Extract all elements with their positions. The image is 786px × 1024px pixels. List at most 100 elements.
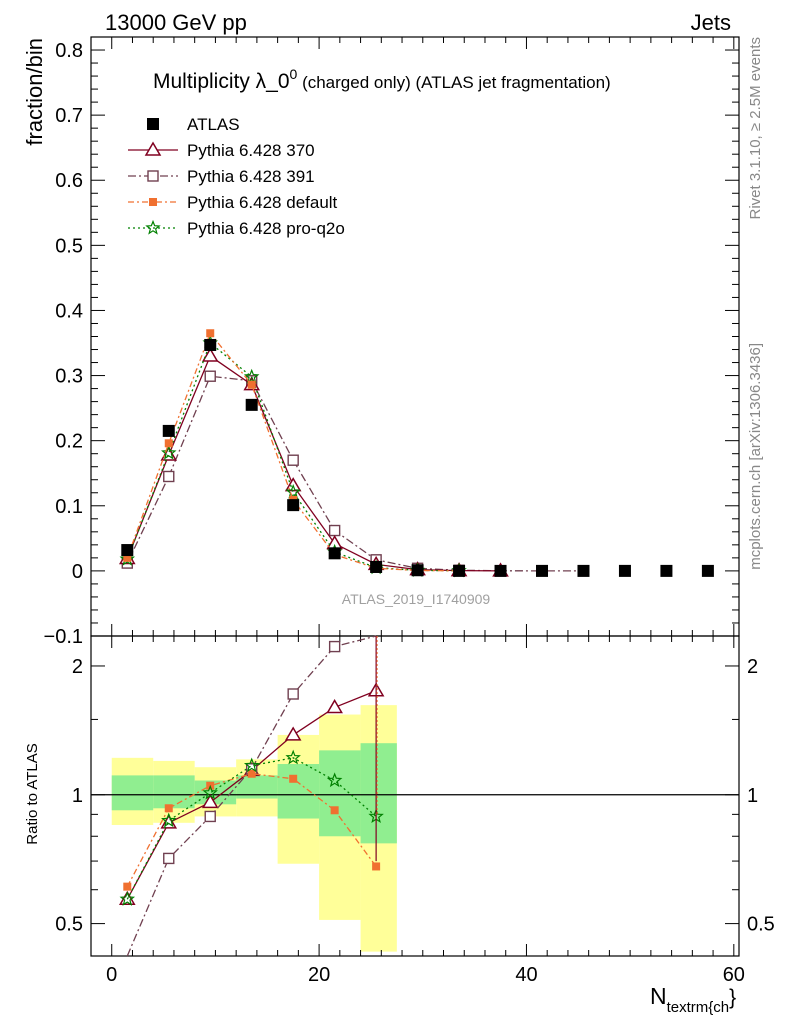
series-point-pdef — [164, 439, 173, 448]
data-point-atlas — [204, 338, 217, 351]
data-point-atlas — [162, 424, 175, 437]
y-tick-label: 0.6 — [55, 170, 83, 192]
x-axis-label-sub: textrm{ch — [667, 999, 730, 1016]
data-point-atlas — [494, 564, 507, 577]
x-tick-label: 40 — [515, 964, 537, 986]
ratio-point-pdef — [164, 804, 173, 813]
y-tick-label: 0.1 — [55, 496, 83, 518]
y-tick-label: 0.2 — [55, 431, 83, 453]
data-point-atlas — [121, 544, 134, 557]
axes: 0 20 40 60−0.100.10.20.30.40.50.60.70.80.5 0… — [44, 36, 775, 986]
y-tick-label: 0 — [72, 561, 83, 583]
chart-title-rest: (charged only) (ATLAS jet fragmentation) — [297, 73, 610, 92]
mcplots-label: mcplots.cern.ch [arXiv:1306.3436] — [747, 343, 764, 570]
ratio-point-p391 — [287, 688, 299, 700]
x-tick-label: 60 — [723, 964, 745, 986]
series-point-p391 — [163, 470, 175, 483]
ratio-point-p370 — [326, 698, 343, 714]
ratio-band-inner-4 — [277, 764, 320, 819]
series-line-p370 — [126, 355, 501, 572]
ratio-point-pq2o — [326, 772, 343, 788]
data-point-atlas — [411, 564, 424, 577]
series-point-pq2o — [119, 551, 136, 566]
x-tick-label: 20 — [308, 964, 330, 986]
ratio-point-pq2o — [243, 757, 260, 773]
legend-item: ATLAS — [147, 115, 240, 134]
ratio-point-pdef — [289, 774, 298, 783]
series-line-p391 — [126, 375, 584, 572]
ratio-point-pdef — [372, 862, 381, 871]
legend-item: Pythia 6.428 370 — [128, 141, 315, 160]
y-tick-label: −0.1 — [44, 626, 83, 648]
legend-marker-atlas — [147, 118, 159, 130]
watermark: ATLAS_2019_I1740909 — [342, 591, 491, 607]
ratio-point-pq2o — [202, 784, 218, 800]
series-point-p370 — [160, 446, 178, 461]
ratio-point-pq2o — [119, 891, 136, 906]
x-tick-label: 0 — [106, 964, 117, 986]
header-jets: Jets — [691, 10, 731, 35]
series-point-pq2o — [243, 368, 260, 384]
ratio-point-p391 — [328, 640, 341, 653]
x-axis-label-tail: } — [729, 986, 736, 1009]
ratio-tick-label: 0.5 — [55, 914, 83, 936]
series-point-p370 — [201, 347, 219, 362]
ratio-point-p370 — [284, 726, 302, 741]
ratio-plot-frame — [90, 635, 740, 957]
legend-label: Pythia 6.428 default — [187, 193, 338, 212]
series-point-pdef — [247, 380, 256, 389]
ratio-point-pq2o — [161, 812, 177, 828]
ratio-band-inner-5 — [319, 750, 361, 837]
series-line-pdef — [126, 331, 460, 572]
chart-title: Multiplicity λ_00 (charged only) (ATLAS … — [153, 66, 611, 93]
data-point-atlas — [660, 564, 673, 577]
ratio-point-pdef — [247, 769, 256, 778]
legend-label: Pythia 6.428 370 — [187, 141, 315, 160]
ratio-point-p391 — [204, 810, 216, 823]
header-process: 13000 GeV pp — [105, 10, 247, 35]
data-point-atlas — [618, 564, 631, 577]
ratio-tick-label-right: 0.5 — [747, 914, 775, 936]
ratio-point-pdef — [123, 882, 132, 891]
data-point-atlas — [577, 564, 590, 577]
data-point-atlas — [245, 398, 258, 411]
ratio-point-pdef — [330, 806, 339, 815]
legend-marker-p370 — [144, 141, 162, 156]
series-point-pq2o — [161, 444, 177, 460]
ratio-band-inner-0 — [111, 775, 154, 811]
legend-label: ATLAS — [187, 115, 240, 134]
legend: ATLAS Pythia 6.428 370 Pythia 6.428 391 Pyt… — [128, 115, 345, 238]
ratio-tick-label: 1 — [72, 785, 83, 807]
series-point-p391 — [328, 524, 341, 537]
data-point-atlas — [701, 564, 714, 577]
legend-item: Pythia 6.428 pro-q2o — [128, 219, 345, 238]
legend-label: Pythia 6.428 pro-q2o — [187, 219, 345, 238]
y-tick-label: 0.8 — [55, 40, 83, 62]
ratio-point-pq2o — [285, 749, 301, 765]
ratio-tick-label-right: 2 — [747, 656, 758, 678]
data-point-atlas — [536, 564, 549, 577]
series-point-pdef — [206, 329, 215, 338]
ratio-band-inner-1 — [153, 775, 195, 809]
y-axis-label: fraction/bin — [22, 38, 47, 146]
legend-label: Pythia 6.428 391 — [187, 167, 315, 186]
series-point-pq2o — [285, 483, 301, 499]
ratio-point-p370 — [201, 793, 219, 809]
series-point-p391 — [204, 370, 216, 382]
ratio-uncertainty-bands — [111, 705, 397, 952]
y-tick-label: 0.4 — [55, 300, 83, 322]
legend-marker-p391 — [147, 170, 159, 182]
legend-marker-pdef — [149, 198, 157, 206]
ratio-tick-label-right: 1 — [747, 785, 758, 807]
rivet-label: Rivet 3.1.10, ≥ 2.5M events — [747, 37, 764, 220]
data-point-atlas — [453, 564, 466, 577]
chart-title-superscript: 0 — [290, 66, 298, 82]
x-axis-label: Ntextrm{ch} — [650, 983, 736, 1016]
legend-item: Pythia 6.428 391 — [128, 167, 315, 186]
ratio-point-p391 — [163, 852, 175, 865]
ratio-band-inner-3 — [236, 775, 278, 799]
series-point-pdef — [123, 553, 132, 562]
series-point-p391 — [287, 454, 299, 466]
legend-item: Pythia 6.428 default — [128, 193, 338, 212]
